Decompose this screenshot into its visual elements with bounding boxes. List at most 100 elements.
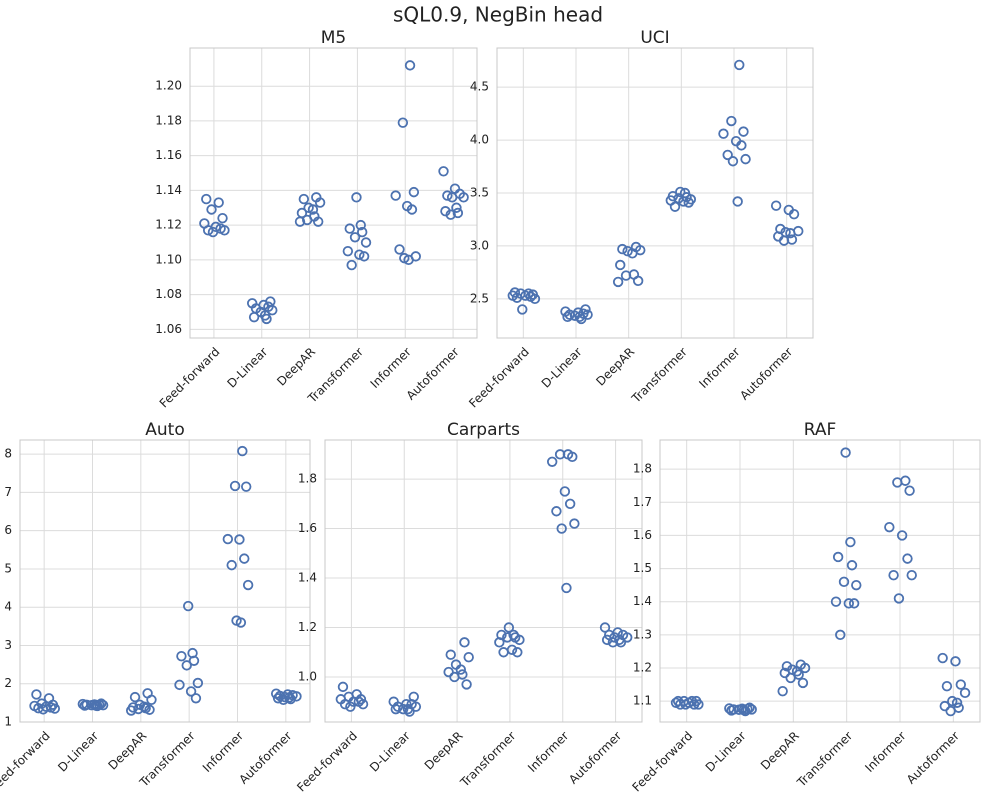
point (294, 216, 306, 227)
point (222, 533, 234, 545)
x-tick-label: Autoformer (737, 345, 795, 403)
point (559, 486, 571, 497)
point (599, 622, 611, 633)
point (797, 677, 809, 689)
plot-frame (19, 439, 311, 723)
y-tick-label: 3 (4, 638, 12, 652)
point (945, 705, 956, 717)
point (445, 649, 456, 660)
x-tick-label: Autoformer (236, 729, 294, 787)
point (351, 192, 362, 203)
point (360, 237, 372, 248)
point (463, 651, 474, 663)
y-tick-label: 2.5 (470, 291, 489, 305)
x-tick-label: DeepAR (105, 729, 149, 773)
point (185, 686, 197, 697)
y-tick-label: 1.2 (298, 620, 317, 634)
point (174, 679, 185, 691)
point (337, 681, 349, 693)
point (554, 449, 566, 460)
point (390, 703, 401, 715)
x-tick-label: Transformer (628, 345, 690, 407)
point (451, 202, 462, 213)
point (49, 703, 61, 714)
point (722, 149, 733, 161)
y-tick-label: 1.08 (155, 287, 182, 301)
point (680, 699, 691, 710)
point (192, 677, 204, 689)
point (133, 703, 144, 715)
point (406, 204, 418, 215)
point (213, 197, 224, 208)
point (346, 259, 357, 271)
point (291, 691, 302, 702)
x-tick-label: Feed-forward (294, 729, 360, 795)
point (788, 208, 800, 220)
point (675, 699, 686, 710)
point (564, 498, 576, 510)
point (622, 246, 633, 257)
y-tick-label: 1.20 (155, 79, 182, 93)
point (778, 235, 790, 246)
point (955, 679, 967, 690)
point (569, 518, 580, 529)
point (226, 559, 237, 571)
y-tick-label: 3.0 (470, 238, 489, 252)
y-tick-label: 1.18 (155, 113, 182, 127)
y-tick-label: 1.0 (298, 669, 317, 683)
point (512, 647, 523, 658)
point (727, 156, 739, 167)
point (242, 579, 254, 591)
point (556, 523, 567, 534)
panel-title: Auto (145, 420, 184, 440)
point (669, 201, 681, 212)
point (229, 480, 241, 492)
point (144, 704, 155, 715)
point (892, 477, 903, 488)
y-tick-label: 3.5 (470, 186, 489, 200)
point (567, 451, 578, 463)
point (888, 570, 899, 581)
point (951, 697, 963, 708)
x-tick-label: Informer (862, 729, 908, 775)
x-tick-label: D-Linear (224, 345, 270, 391)
point (355, 219, 366, 231)
point (726, 115, 737, 127)
point (449, 183, 461, 194)
point (86, 699, 97, 711)
point (97, 699, 109, 711)
point (79, 700, 90, 711)
y-tick-label: 1.6 (633, 528, 652, 542)
point (675, 186, 686, 198)
point (835, 629, 846, 641)
point (459, 637, 470, 648)
x-tick-label: D-Linear (367, 729, 413, 775)
point (345, 701, 356, 712)
x-tick-label: Autoformer (566, 729, 624, 787)
x-tick-label: Informer (696, 345, 742, 391)
y-tick-label: 1.10 (155, 252, 182, 266)
point (843, 598, 855, 609)
point (201, 193, 212, 205)
point (601, 634, 613, 646)
point (779, 667, 791, 679)
point (190, 693, 202, 704)
x-tick-label: Transformer (794, 729, 856, 791)
x-tick-label: Autoformer (904, 729, 962, 787)
point (452, 207, 464, 219)
point (349, 232, 361, 243)
point (235, 617, 247, 628)
point (92, 700, 103, 712)
point (239, 553, 250, 564)
point (397, 703, 409, 715)
point (357, 226, 368, 238)
point (627, 248, 638, 259)
point (564, 309, 575, 320)
point (146, 694, 157, 706)
plot-frame (189, 47, 478, 339)
x-tick-label: D-Linear (55, 729, 101, 775)
x-tick-label: Transformer (457, 729, 519, 791)
point (176, 650, 187, 662)
point (458, 192, 469, 203)
y-tick-label: 1.3 (633, 627, 652, 641)
